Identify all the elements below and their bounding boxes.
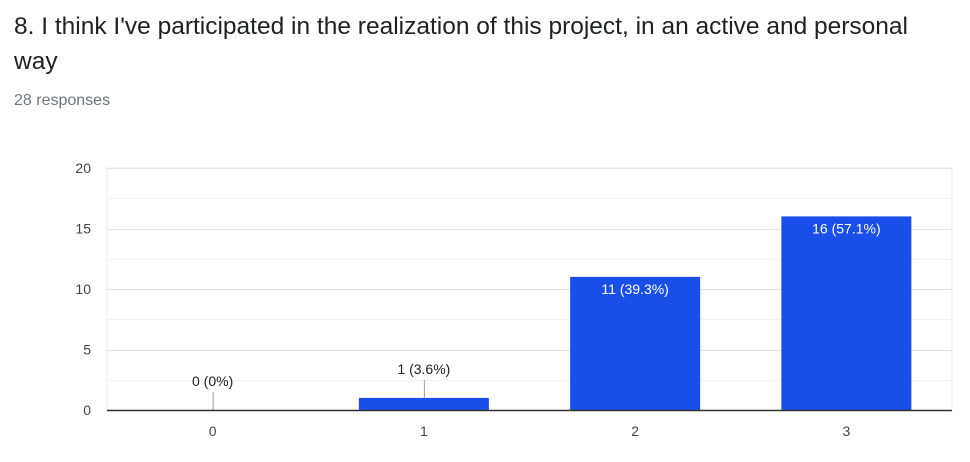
y-tick-label: 0 (83, 402, 91, 418)
data-label: 0 (0%) (192, 373, 233, 389)
bar (358, 397, 489, 410)
data-label: 16 (57.1%) (812, 220, 880, 236)
y-tick-label: 15 (75, 221, 91, 237)
y-tick-label: 20 (75, 160, 91, 176)
bar (781, 216, 912, 410)
data-label: 1 (3.6%) (397, 361, 450, 377)
x-tick-label: 3 (842, 423, 850, 439)
response-count: 28 responses (14, 92, 111, 109)
x-tick-label: 2 (631, 423, 639, 439)
y-tick-label: 5 (83, 342, 91, 358)
y-tick-label: 10 (75, 281, 91, 297)
bar (570, 276, 701, 410)
x-tick-label: 1 (420, 423, 428, 439)
question-title: 8. I think I've participated in the real… (14, 13, 908, 75)
data-label: 11 (39.3%) (601, 281, 668, 297)
x-tick-label: 0 (209, 423, 217, 439)
